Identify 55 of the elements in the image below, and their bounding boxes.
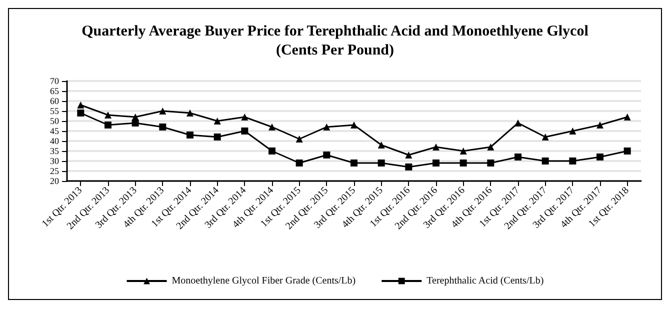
- point: [487, 160, 494, 166]
- point: [241, 128, 248, 134]
- point: [405, 164, 412, 170]
- y-tick-label: 25: [50, 166, 60, 176]
- point: [350, 122, 358, 128]
- point: [542, 134, 549, 140]
- legend-label: Terephthalic Acid (Cents/Lb): [426, 276, 544, 286]
- point: [323, 152, 330, 158]
- point: [624, 148, 631, 154]
- point: [296, 136, 303, 142]
- point: [77, 110, 84, 116]
- point: [159, 108, 166, 114]
- y-tick-label: 55: [50, 106, 60, 116]
- point: [159, 124, 166, 130]
- point: [268, 148, 276, 154]
- y-tick-label: 20: [50, 176, 60, 186]
- point: [350, 160, 358, 166]
- point: [214, 134, 221, 140]
- point: [296, 160, 303, 166]
- point: [104, 122, 112, 128]
- point: [241, 114, 248, 120]
- point: [132, 120, 139, 126]
- y-tick-label: 40: [50, 136, 60, 146]
- point: [569, 158, 576, 164]
- y-tick-label: 50: [50, 116, 60, 126]
- point: [323, 124, 330, 130]
- point: [487, 144, 494, 150]
- point: [268, 124, 276, 130]
- y-tick-label: 30: [50, 156, 60, 166]
- point: [104, 112, 112, 118]
- point: [460, 160, 467, 166]
- point: [596, 154, 604, 160]
- point: [596, 122, 604, 128]
- y-tick-label: 35: [50, 146, 60, 156]
- y-tick-label: 70: [50, 76, 60, 86]
- point: [378, 160, 385, 166]
- point: [569, 128, 576, 134]
- point: [405, 152, 412, 158]
- legend-label: Monoethylene Glycol Fiber Grade (Cents/Lb): [172, 276, 356, 286]
- point: [186, 132, 194, 138]
- chart-title: Quarterly Average Buyer Price for Terephthalic Acid and Monoethlyene Glycol (Cents Per Pound): [82, 24, 588, 58]
- point: [460, 148, 467, 154]
- point: [624, 114, 631, 120]
- point: [214, 118, 221, 124]
- point: [378, 142, 385, 148]
- point: [514, 154, 522, 160]
- point: [432, 144, 440, 150]
- y-tick-label: 45: [50, 126, 60, 136]
- point: [432, 160, 440, 166]
- point: [514, 120, 522, 126]
- y-tick-label: 65: [50, 86, 60, 96]
- y-tick-label: 60: [50, 96, 60, 106]
- point: [542, 158, 549, 164]
- point: [77, 102, 84, 108]
- point: [186, 110, 194, 116]
